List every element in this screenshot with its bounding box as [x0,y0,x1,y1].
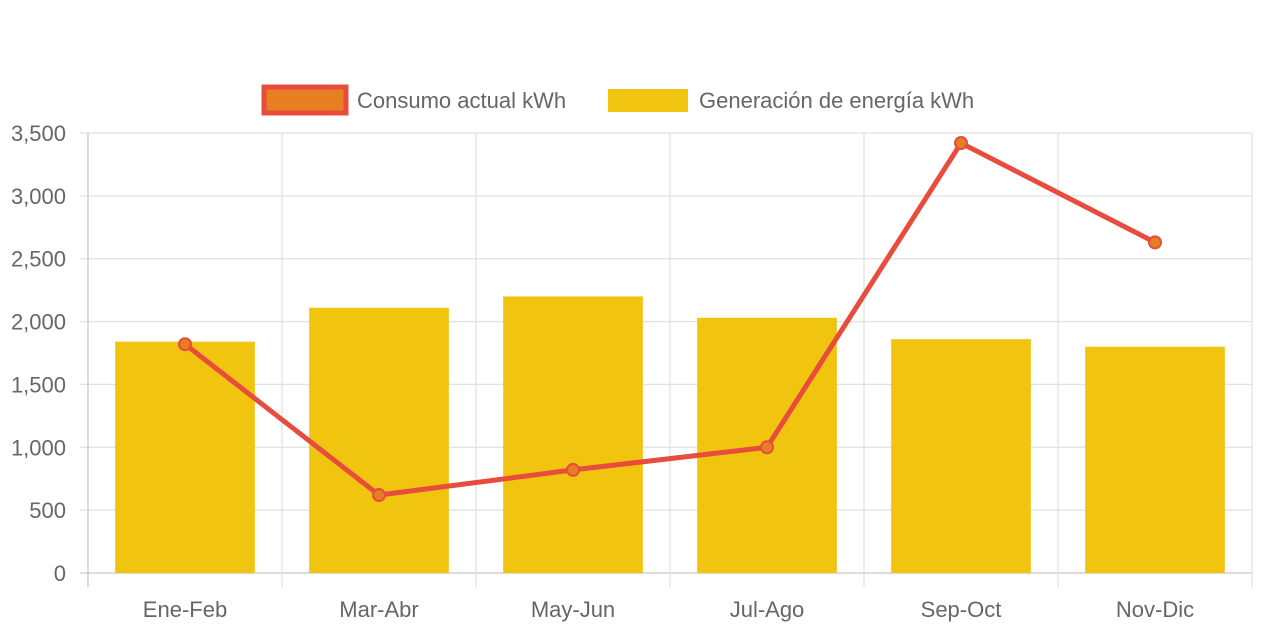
y-axis-labels: 0 500 1,000 1,500 2,000 2,500 3,000 3,500 [11,121,66,586]
legend: Consumo actual kWh Generación de energía… [261,84,974,116]
legend-swatch-generacion [608,89,688,112]
legend-swatch-consumo [261,84,349,116]
point-consumo [954,136,968,151]
bar-series [115,296,1225,573]
y-tick-label: 2,500 [11,247,66,272]
legend-item-generacion[interactable]: Generación de energía kWh [608,88,974,113]
legend-label-consumo: Consumo actual kWh [357,88,566,113]
bar-generacion [1085,346,1225,573]
x-axis-labels: Ene-Feb Mar-Abr May-Jun Jul-Ago Sep-Oct Nov-D… [143,597,1194,622]
x-tick-label: May-Jun [531,597,615,622]
bar-generacion [309,307,449,573]
y-tick-label: 1,000 [11,435,66,460]
line-series [178,136,1162,503]
bar-generacion [503,296,643,573]
legend-item-consumo[interactable]: Consumo actual kWh [261,84,566,116]
legend-label-generacion: Generación de energía kWh [699,88,974,113]
x-tick-label: Nov-Dic [1116,597,1194,622]
point-consumo [760,440,774,455]
y-tick-label: 0 [54,561,66,586]
bar-generacion [115,341,255,573]
y-tick-label: 500 [29,498,66,523]
x-tick-label: Ene-Feb [143,597,227,622]
point-consumo [372,488,386,503]
x-tick-label: Mar-Abr [339,597,418,622]
x-tick-label: Sep-Oct [921,597,1002,622]
y-tick-label: 3,000 [11,184,66,209]
y-tick-label: 2,000 [11,310,66,335]
y-tick-label: 1,500 [11,372,66,397]
point-consumo [178,337,192,352]
x-tick-label: Jul-Ago [730,597,805,622]
grid [80,132,1253,587]
bar-generacion [891,339,1031,573]
point-consumo [566,462,580,477]
line-consumo [182,140,1158,498]
point-consumo [1148,235,1162,250]
y-tick-label: 3,500 [11,121,66,146]
